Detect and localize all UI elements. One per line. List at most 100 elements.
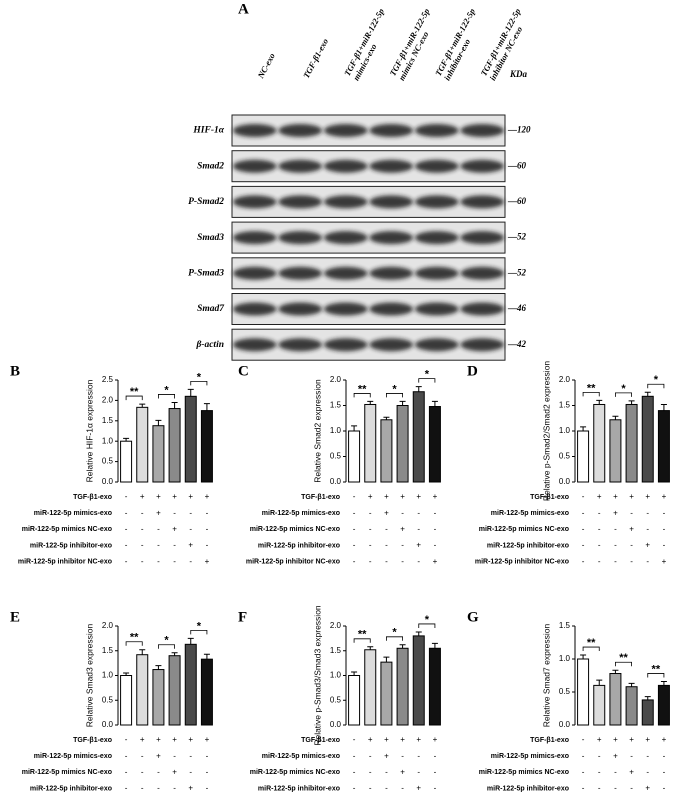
bar [136, 406, 149, 483]
blot-band [278, 266, 323, 280]
treatment-sign: + [433, 557, 438, 566]
treatment-sign: + [140, 735, 145, 744]
blot-band [278, 124, 323, 137]
error-bar [612, 669, 619, 674]
treatment-sign: + [645, 735, 650, 744]
significance-label: ** [358, 629, 367, 641]
treatment-sign: + [188, 492, 193, 501]
error-bar [351, 671, 358, 676]
treatment-sign: - [663, 784, 666, 793]
error-bar [203, 653, 210, 660]
treatment-sign: - [125, 557, 128, 566]
y-axis-label: Relative Smad2 expression [312, 379, 322, 483]
error-bar [644, 696, 651, 700]
treatment-sign: - [598, 525, 601, 534]
treatment-sign: + [613, 492, 618, 501]
kda-label: —52 [507, 232, 527, 242]
treatment-sign: + [597, 492, 602, 501]
treatment-sign: + [662, 557, 667, 566]
y-tick-label: 2.0 [102, 396, 114, 405]
treatment-label: miR-122-5p mimics NC-exo [479, 769, 569, 776]
significance-bracket [615, 392, 632, 397]
blot-band [369, 302, 414, 316]
error-bar [660, 403, 667, 411]
row-label: HIF-1α [192, 126, 224, 136]
treatment-sign: - [173, 784, 176, 793]
treatment-sign: - [157, 800, 160, 801]
treatment-sign: - [206, 751, 209, 760]
blot-band [460, 195, 505, 209]
significance-bracket [647, 673, 665, 678]
treatment-sign: - [173, 751, 176, 760]
significance-bracket [125, 641, 143, 646]
treatment-sign: - [385, 557, 388, 566]
error-bar [399, 644, 406, 649]
blot-band [323, 159, 368, 173]
treatment-sign: - [417, 508, 420, 517]
treatment-sign: + [662, 800, 667, 801]
panel-label: A [238, 1, 249, 17]
treatment-sign: - [189, 525, 192, 534]
y-tick-label: 0.5 [559, 687, 571, 696]
y-tick-label: 0.0 [559, 720, 571, 729]
treatment-sign: + [400, 768, 405, 777]
bar [593, 684, 606, 726]
bar [428, 647, 441, 726]
blot-band [460, 302, 505, 316]
blot-band [323, 302, 368, 316]
y-tick-label: 2.0 [102, 621, 114, 630]
row-label: β-actin [195, 340, 224, 350]
treatment-sign: - [401, 784, 404, 793]
error-bar [171, 401, 178, 409]
error-bar [123, 437, 130, 442]
treatment-sign: - [157, 525, 160, 534]
error-bar [203, 403, 210, 411]
panel-label: D [467, 363, 478, 379]
treatment-sign: - [157, 557, 160, 566]
blot-band [460, 159, 505, 173]
treatment-sign: + [156, 508, 161, 517]
row-label: P-Smad3 [188, 268, 224, 278]
y-tick-label: 1.0 [559, 426, 571, 435]
treatment-sign: - [663, 541, 666, 550]
bar [136, 654, 149, 726]
treatment-sign: - [141, 751, 144, 760]
treatment-label: TGF-β1-exo [530, 494, 569, 501]
blot-band [323, 231, 368, 245]
treatment-sign: - [614, 768, 617, 777]
treatment-label: miR-122-5p inhibitor NC-exo [18, 559, 112, 566]
treatment-sign: - [369, 557, 372, 566]
blot-box [231, 257, 506, 290]
kda-label: —52 [507, 267, 527, 277]
treatment-sign: - [189, 751, 192, 760]
treatment-sign: + [629, 768, 634, 777]
treatment-sign: - [353, 768, 356, 777]
treatment-label: miR-122-5p inhibitor-exo [30, 785, 112, 792]
significance-label: * [197, 371, 202, 383]
panel-label: C [238, 363, 249, 379]
significance-label: * [621, 383, 626, 395]
treatment-label: miR-122-5p mimics NC-exo [250, 526, 340, 533]
y-axis-label: Relative Smad7 expression [541, 624, 551, 728]
treatment-sign: + [205, 800, 210, 801]
treatment-sign: - [353, 492, 356, 501]
treatment-sign: - [598, 768, 601, 777]
blot-box [231, 185, 506, 218]
blot-band [232, 231, 277, 245]
bar [120, 440, 133, 483]
error-bar [155, 419, 162, 426]
treatment-sign: - [141, 557, 144, 566]
treatment-sign: - [157, 784, 160, 793]
treatment-sign: - [630, 751, 633, 760]
treatment-sign: - [582, 784, 585, 793]
treatment-sign: + [156, 492, 161, 501]
treatment-sign: - [125, 492, 128, 501]
treatment-sign: - [141, 768, 144, 777]
treatment-sign: - [125, 508, 128, 517]
blot-band [232, 195, 277, 209]
blot-band [232, 302, 277, 316]
significance-bracket [418, 378, 436, 383]
treatment-sign: + [156, 735, 161, 744]
treatment-sign: + [613, 735, 618, 744]
